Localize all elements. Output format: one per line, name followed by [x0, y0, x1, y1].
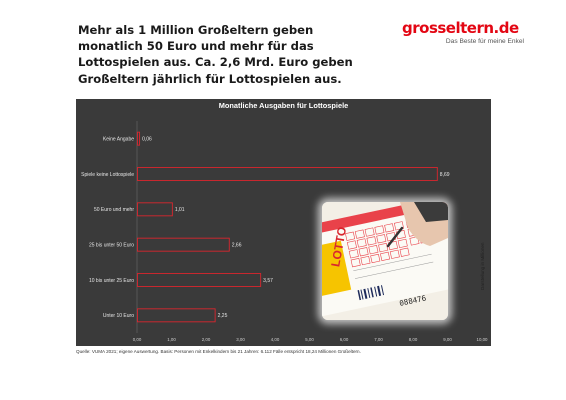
- logo-name: grosseltern: [402, 19, 494, 37]
- logo-wordmark: grosseltern.de: [402, 20, 524, 37]
- x-tick-label: 10,00: [477, 337, 489, 342]
- category-label: Keine Angabe: [103, 136, 134, 142]
- x-tick-label: 3,00: [236, 337, 245, 342]
- value-label: 0,06: [142, 136, 152, 142]
- bar-chart: Keine Angabe 0,06 Spiele keine Lottospiele…: [81, 121, 489, 342]
- x-tick-label: 8,00: [409, 337, 418, 342]
- category-label: Spiele keine Lottospiele: [81, 172, 134, 178]
- x-tick-label: 2,00: [202, 337, 211, 342]
- headline: Mehr als 1 Million Großeltern geben mona…: [78, 23, 353, 86]
- grosseltern-logo[interactable]: grosseltern.de Das Beste für meine Enkel: [402, 20, 524, 46]
- bar: [137, 273, 262, 287]
- lottery-ticket-photo: LOTTO 088476: [322, 202, 448, 320]
- lottery-ticket-illustration: LOTTO 088476: [322, 202, 448, 320]
- bar: [137, 131, 141, 146]
- x-tick-label: 4,00: [271, 337, 280, 342]
- value-label: 2,25: [218, 313, 228, 319]
- category-label: Unter 10 Euro: [103, 313, 134, 319]
- logo-tld: .de: [493, 19, 520, 37]
- value-label: 3,57: [263, 278, 273, 284]
- x-tick-label: 0,00: [133, 337, 142, 342]
- bar: [137, 167, 438, 181]
- bar: [137, 237, 230, 252]
- logo-tagline: Das Beste für meine Enkel: [445, 38, 524, 45]
- category-label: 25 bis unter 50 Euro: [89, 242, 134, 248]
- source-note: Quelle: VUMA 2021; eigene Auswertung. Ba…: [76, 349, 361, 354]
- x-tick-label: 5,00: [305, 337, 314, 342]
- x-tick-label: 1,00: [167, 337, 176, 342]
- bar: [137, 308, 216, 323]
- category-label: 50 Euro und mehr: [94, 207, 134, 213]
- x-tick-label: 9,00: [443, 337, 452, 342]
- value-label: 2,66: [232, 242, 242, 248]
- value-label: 1,01: [175, 207, 185, 213]
- lotto-brand-text: LOTTO: [328, 226, 349, 268]
- x-tick-label: 6,00: [340, 337, 349, 342]
- unit-note: Darstellung in Millionen: [480, 242, 485, 291]
- bar: [137, 202, 173, 217]
- value-label: 8,69: [440, 172, 450, 178]
- x-tick-label: 7,00: [374, 337, 383, 342]
- chart-title: Monatliche Ausgaben für Lottospiele: [218, 101, 349, 110]
- category-label: 10 bis unter 25 Euro: [89, 278, 134, 284]
